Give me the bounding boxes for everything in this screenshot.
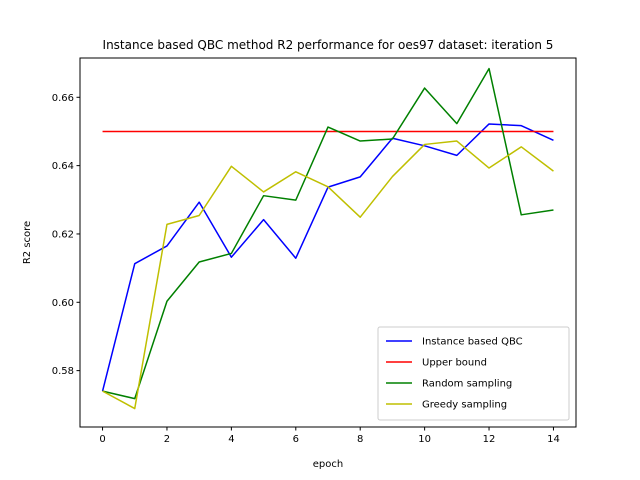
y-axis: 0.58 0.60 0.62 0.64 0.66 — [52, 93, 80, 377]
plot-frame — [79, 57, 577, 428]
x-tick-label: 8 — [357, 434, 363, 445]
legend: Instance based QBC Upper bound Random samp… — [377, 326, 570, 421]
x-tick-label: 0 — [99, 434, 105, 445]
series-line-greedy-sampling — [102, 140, 554, 410]
y-tick-label: 0.66 — [52, 93, 74, 104]
x-tick-label: 10 — [418, 434, 431, 445]
y-tick-label: 0.64 — [52, 161, 74, 172]
series-layer — [101, 67, 554, 410]
series-line-random-sampling — [102, 67, 554, 400]
y-tick-label: 0.60 — [52, 298, 74, 309]
x-tick-label: 12 — [483, 434, 496, 445]
y-tick-label: 0.58 — [52, 366, 74, 377]
legend-label: Random sampling — [422, 379, 512, 390]
legend-box — [377, 326, 570, 421]
x-tick-label: 4 — [228, 434, 234, 445]
x-tick-label: 14 — [547, 434, 560, 445]
legend-label: Upper bound — [422, 358, 487, 369]
x-tick-label: 2 — [164, 434, 170, 445]
legend-label: Instance based QBC — [422, 337, 523, 348]
chart-title: Instance based QBC method R2 performance… — [103, 38, 554, 52]
y-tick-label: 0.62 — [52, 229, 74, 240]
y-axis-label: R2 score — [22, 221, 33, 264]
x-axis-label: epoch — [313, 459, 343, 470]
x-tick-label: 6 — [293, 434, 299, 445]
x-axis: 0 2 4 6 8 10 12 14 — [99, 427, 560, 445]
legend-label: Greedy sampling — [422, 400, 507, 411]
